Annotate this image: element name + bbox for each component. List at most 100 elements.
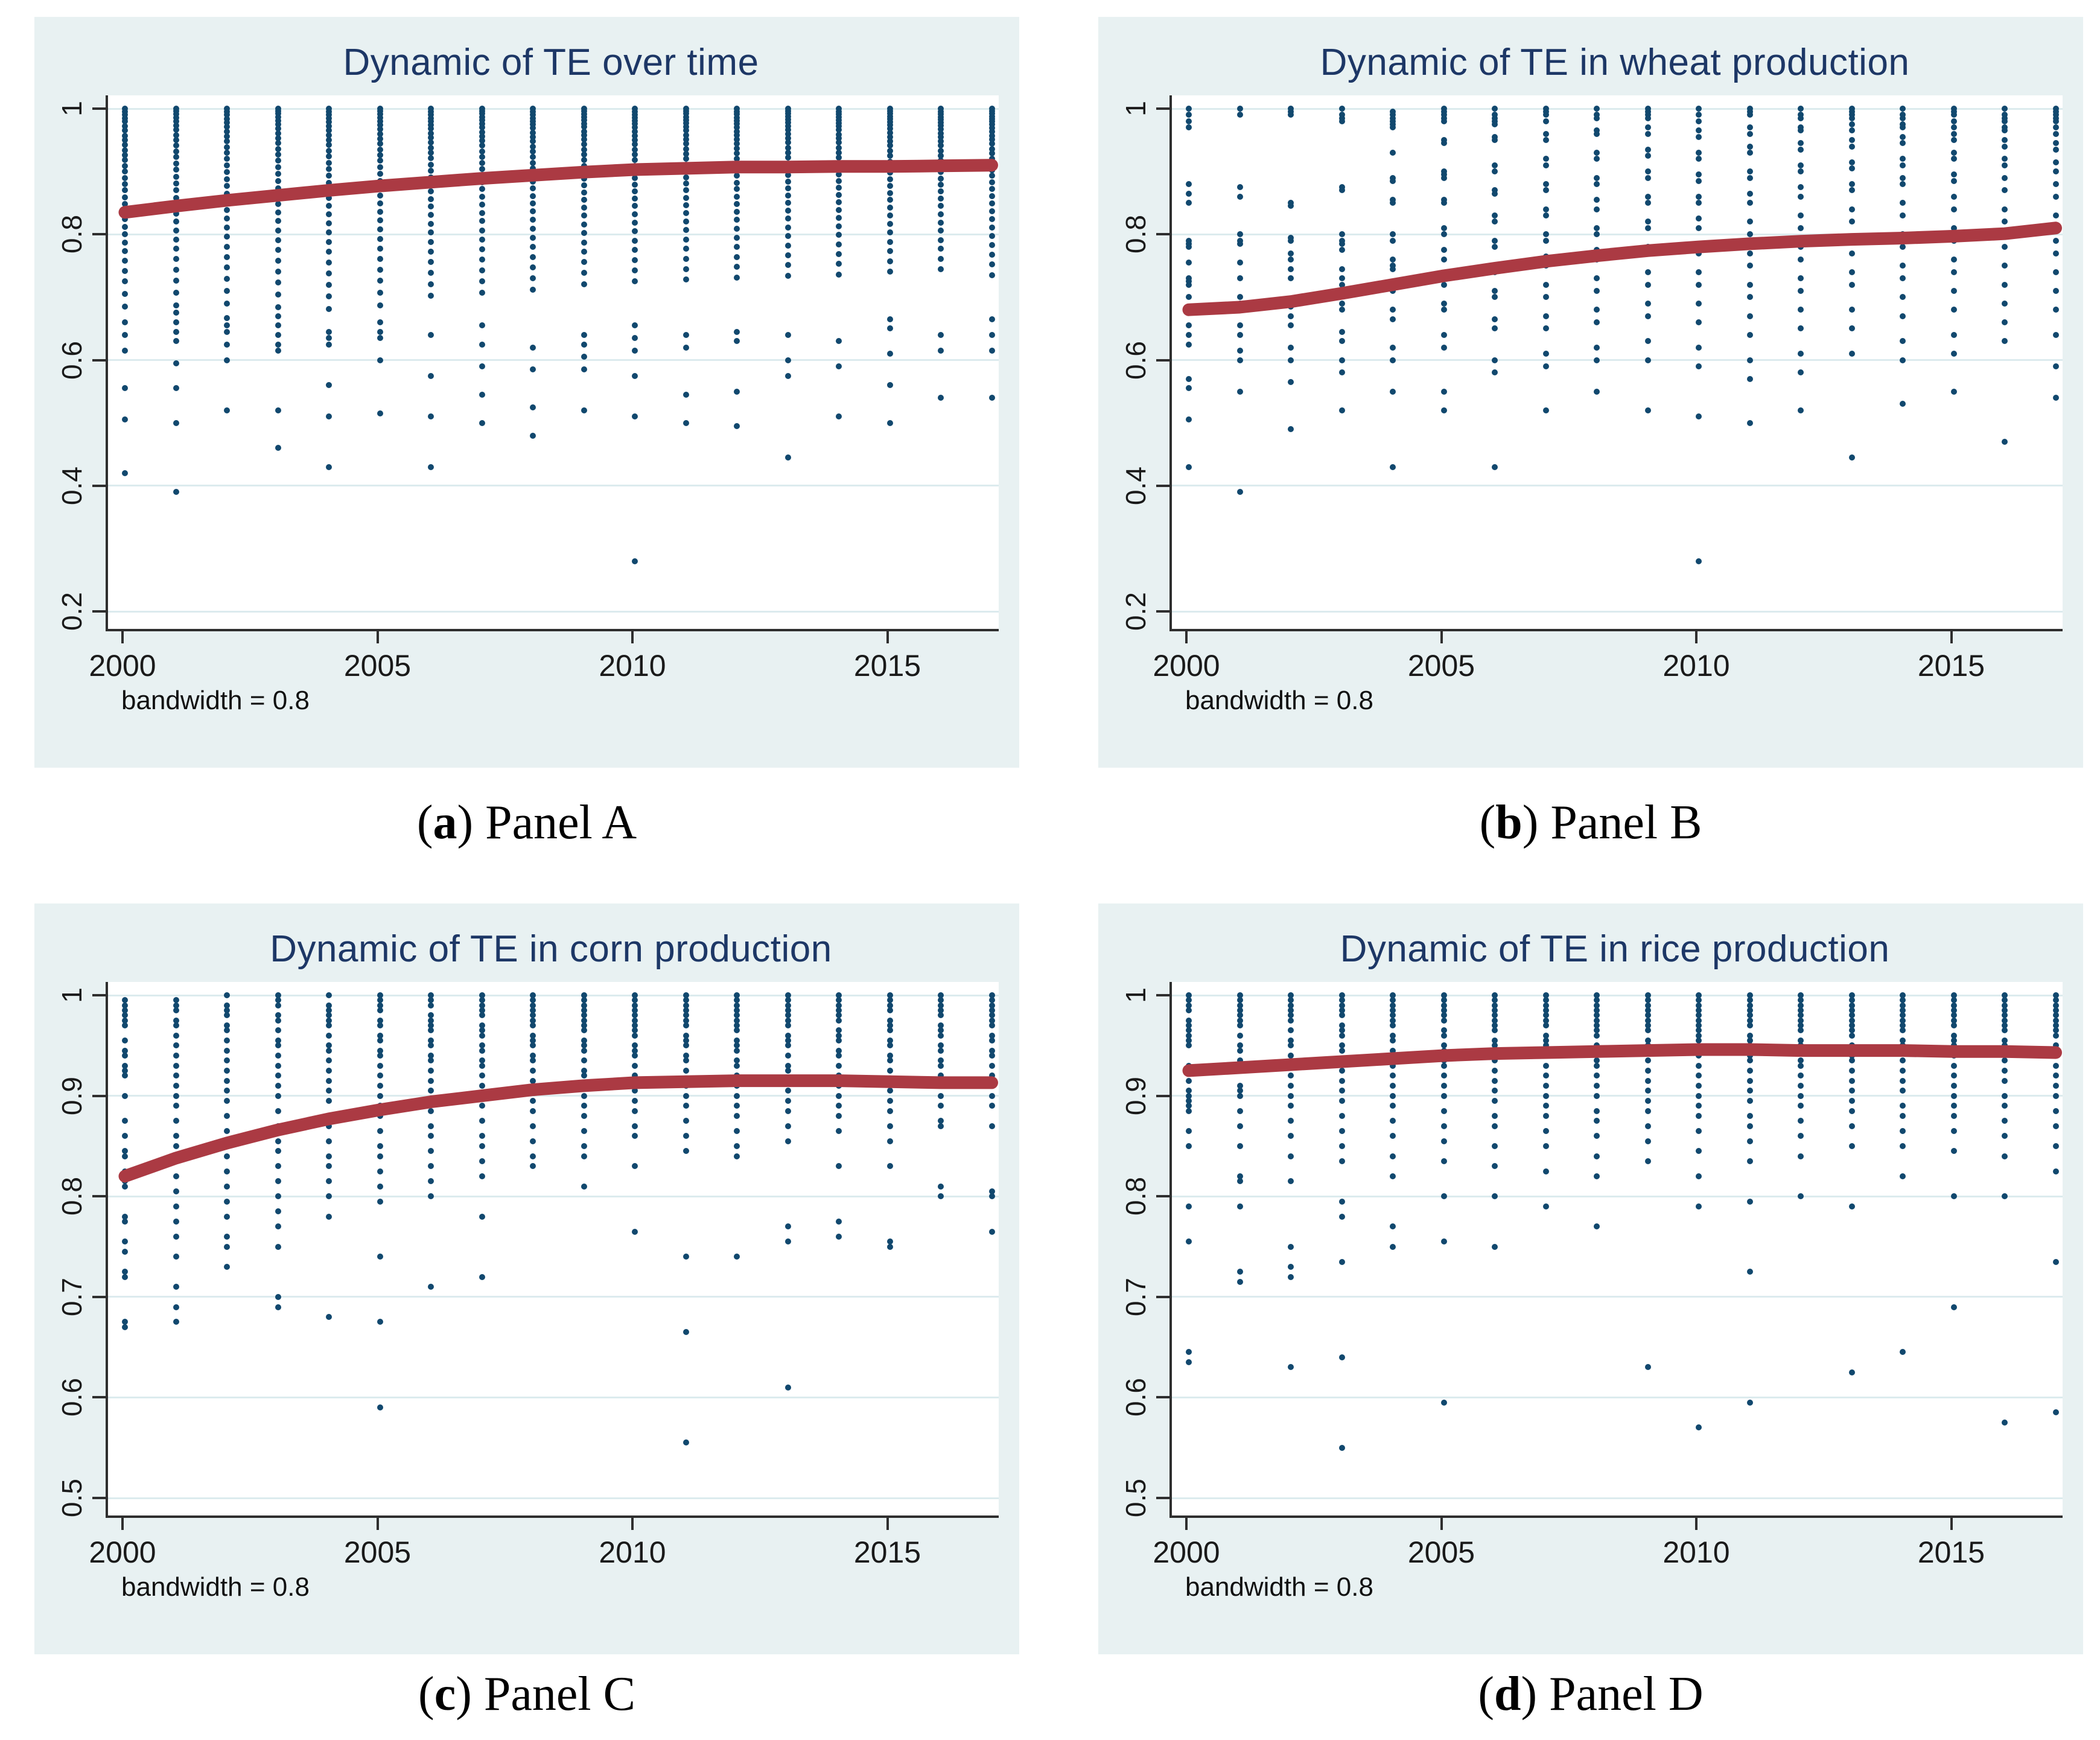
scatter-point: [2052, 363, 2059, 369]
scatter-point: [1950, 1017, 1957, 1024]
scatter-point: [1542, 1127, 1549, 1134]
scatter-point: [1900, 401, 1906, 407]
scatter-point: [1848, 187, 1855, 194]
scatter-point: [1542, 118, 1549, 124]
scatter-point: [377, 997, 383, 1004]
scatter-point: [886, 1097, 893, 1104]
x-axis-tick: [631, 629, 634, 643]
scatter-point: [530, 234, 536, 241]
scatter-point: [173, 1062, 179, 1069]
scatter-point: [224, 112, 230, 118]
scatter-point: [275, 304, 281, 310]
scatter-point: [275, 151, 281, 158]
scatter-point: [1594, 1012, 1600, 1019]
scatter-point: [1798, 1002, 1804, 1009]
scatter-point: [1848, 115, 1855, 121]
scatter-point: [1644, 153, 1651, 159]
scatter-point: [377, 1032, 383, 1039]
scatter-point: [2052, 288, 2059, 294]
scatter-point: [938, 116, 944, 123]
scatter-point: [2002, 118, 2008, 124]
scatter-point: [530, 165, 536, 171]
scatter-point: [1696, 1072, 1702, 1079]
scatter-point: [1644, 106, 1651, 112]
scatter-point: [1900, 1349, 1906, 1356]
scatter-point: [326, 1123, 332, 1129]
scatter-point: [1696, 1103, 1702, 1109]
scatter-point: [836, 135, 842, 141]
scatter-point: [1900, 115, 1906, 121]
scatter-point: [173, 187, 179, 194]
scatter-point: [173, 111, 179, 118]
scatter-point: [2052, 130, 2059, 137]
scatter-point: [734, 1127, 740, 1134]
scatter-point: [2002, 1103, 2008, 1109]
scatter-point: [988, 1012, 995, 1019]
scatter-point: [1440, 200, 1447, 206]
scatter-point: [224, 1168, 230, 1174]
scatter-point: [326, 109, 332, 115]
scatter-point: [377, 319, 383, 325]
scatter-point: [275, 1027, 281, 1034]
scatter-point: [682, 1439, 689, 1446]
scatter-point: [2002, 127, 2008, 134]
x-axis-label: 2005: [343, 1535, 412, 1569]
scatter-point: [326, 238, 332, 245]
scatter-point: [581, 132, 587, 138]
scatter-point: [1900, 162, 1906, 168]
scatter-point: [1236, 489, 1243, 496]
scatter-point: [836, 149, 842, 156]
scatter-point: [1440, 388, 1447, 395]
scatter-point: [479, 290, 485, 296]
scatter-point: [428, 1002, 434, 1009]
scatter-point: [784, 113, 791, 120]
scatter-point: [1950, 997, 1957, 1004]
scatter-point: [988, 179, 995, 185]
scatter-point: [1950, 156, 1957, 162]
scatter-point: [581, 1047, 587, 1054]
scatter-point: [734, 992, 740, 998]
x-axis-tick: [121, 629, 124, 643]
scatter-point: [581, 1112, 587, 1119]
scatter-point: [886, 238, 893, 245]
scatter-point: [275, 1012, 281, 1019]
scatter-point: [479, 166, 485, 172]
scatter-point: [988, 125, 995, 132]
scatter-point: [122, 1319, 128, 1325]
scatter-point: [428, 1037, 434, 1044]
scatter-point: [1236, 1278, 1243, 1285]
scatter-point: [377, 171, 383, 177]
scatter-point: [1746, 331, 1753, 338]
scatter-point: [1798, 1012, 1804, 1019]
scatter-point: [1644, 146, 1651, 153]
scatter-point: [1390, 1047, 1396, 1054]
scatter-point: [1338, 231, 1345, 238]
scatter-point: [224, 1077, 230, 1084]
scatter-point: [173, 385, 179, 392]
scatter-point: [1338, 187, 1345, 194]
panel-title: Dynamic of TE in corn production: [270, 928, 832, 970]
scatter-point: [1900, 1027, 1906, 1034]
scatter-point: [1236, 1123, 1243, 1129]
scatter-point: [988, 1103, 995, 1109]
scatter-point: [632, 1107, 638, 1114]
scatter-point: [938, 182, 944, 188]
scatter-point: [377, 992, 383, 998]
scatter-point: [479, 1002, 485, 1009]
scatter-point: [836, 261, 842, 267]
scatter-point: [1338, 112, 1345, 118]
scatter-point: [479, 1027, 485, 1034]
scatter-point: [224, 215, 230, 222]
scatter-point: [632, 137, 638, 144]
scatter-point: [173, 1218, 179, 1225]
scatter-point: [581, 221, 587, 228]
scatter-point: [326, 132, 332, 138]
scatter-point: [1542, 156, 1549, 162]
scatter-point: [632, 413, 638, 420]
scatter-point: [886, 351, 893, 357]
scatter-point: [122, 1067, 128, 1074]
scatter-point: [1900, 200, 1906, 206]
scatter-point: [2002, 137, 2008, 144]
scatter-point: [886, 1037, 893, 1044]
scatter-point: [1696, 215, 1702, 222]
